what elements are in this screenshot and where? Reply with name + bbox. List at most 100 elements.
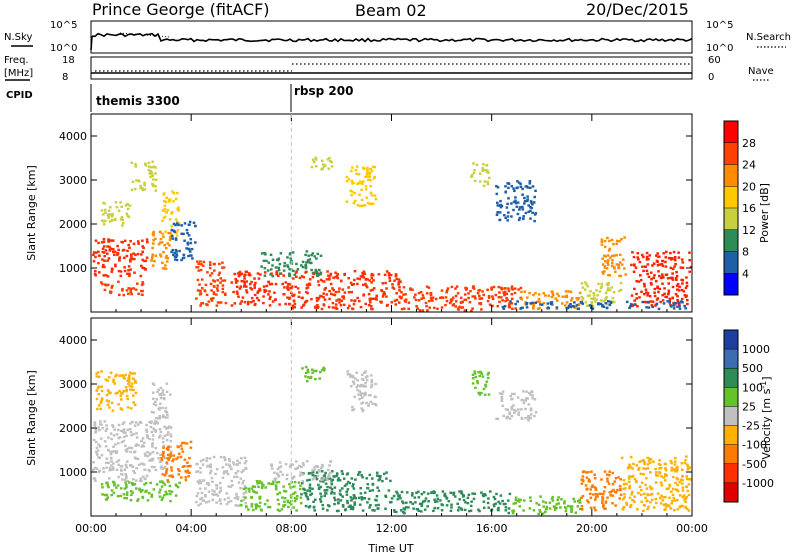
heatmap-cell (642, 473, 645, 476)
heatmap-cell (514, 307, 517, 310)
heatmap-cell (486, 169, 489, 172)
heatmap-cell (624, 482, 628, 486)
heatmap-cell (555, 506, 558, 510)
heatmap-cell (130, 256, 133, 259)
heatmap-cell (685, 276, 688, 279)
heatmap-cell (101, 493, 104, 496)
heatmap-cell (265, 259, 268, 263)
heatmap-cell (117, 442, 120, 445)
heatmap-cell (275, 270, 279, 273)
heatmap-cell (288, 268, 291, 271)
heatmap-cell (353, 278, 356, 282)
heatmap-cell (301, 367, 304, 370)
heatmap-cell (152, 397, 155, 400)
heatmap-cell (225, 463, 228, 466)
heatmap-cell (522, 401, 526, 405)
heatmap-cell (243, 285, 246, 288)
heatmap-cell (147, 165, 151, 168)
heatmap-cell (664, 295, 667, 298)
heatmap-cell (310, 261, 313, 264)
heatmap-cell (249, 286, 252, 290)
heatmap-cell (355, 371, 358, 374)
heatmap-cell (113, 253, 116, 256)
heatmap-cell (500, 396, 504, 399)
heatmap-cell (581, 286, 585, 289)
heatmap-cell (676, 305, 679, 308)
heatmap-cell (140, 253, 143, 256)
heatmap-cell (209, 471, 212, 475)
heatmap-cell (93, 421, 97, 424)
heatmap-cell (637, 466, 641, 470)
heatmap-cell (522, 509, 525, 512)
heatmap-cell (132, 433, 135, 436)
heatmap-cell (504, 185, 507, 188)
heatmap-cell (143, 162, 147, 166)
heatmap-cell (100, 385, 103, 388)
heatmap-cell (681, 261, 685, 264)
heatmap-cell (212, 285, 216, 288)
heatmap-cell (330, 292, 333, 296)
heatmap-cell (215, 287, 219, 290)
heatmap-cell (360, 407, 363, 410)
heatmap-cell (105, 284, 108, 287)
heatmap-cell (668, 484, 672, 488)
heatmap-cell (326, 485, 329, 489)
heatmap-cell (183, 239, 186, 242)
heatmap-cell (306, 489, 309, 492)
heatmap-cell (368, 473, 372, 477)
heatmap-cell (143, 267, 146, 270)
heatmap-cell (632, 255, 636, 259)
heatmap-cell (537, 512, 540, 516)
heatmap-cell (130, 161, 133, 164)
heatmap-cell (539, 495, 542, 498)
heatmap-cell (449, 509, 453, 512)
heatmap-cell (159, 430, 163, 434)
heatmap-cell (154, 185, 157, 188)
heatmap-cell (325, 478, 329, 481)
heatmap-cell (419, 510, 423, 513)
heatmap-cell (470, 174, 474, 178)
heatmap-cell (176, 445, 180, 448)
heatmap-cell (674, 469, 678, 472)
heatmap-cell (400, 291, 403, 294)
heatmap-cell (650, 498, 654, 502)
heatmap-cell (398, 289, 401, 292)
heatmap-cell (130, 446, 134, 450)
heatmap-cell (654, 497, 658, 501)
heatmap-cell (237, 481, 241, 484)
search-tick-top: 10^5 (706, 20, 733, 31)
heatmap-cell (211, 492, 214, 496)
heatmap-cell (256, 291, 259, 294)
heatmap-cell (563, 506, 567, 509)
heatmap-cell (661, 264, 665, 268)
heatmap-cell (320, 477, 324, 480)
heatmap-cell (221, 261, 224, 264)
heatmap-cell (192, 221, 196, 224)
heatmap-cell (235, 290, 239, 293)
heatmap-cell (660, 475, 663, 478)
heatmap-cell (127, 287, 130, 290)
heatmap-cell (421, 294, 425, 297)
heatmap-cell (326, 468, 330, 472)
heatmap-cell (675, 488, 679, 492)
heatmap-cell (679, 266, 683, 269)
heatmap-cell (165, 246, 168, 250)
heatmap-cell (170, 228, 174, 232)
heatmap-cell (332, 293, 335, 296)
heatmap-cell (121, 218, 124, 221)
heatmap-cell (105, 466, 108, 469)
heatmap-cell (354, 478, 357, 481)
heatmap-cell (196, 289, 200, 292)
heatmap-cell (383, 273, 387, 277)
heatmap-cell (534, 292, 537, 295)
heatmap-cell (400, 307, 404, 311)
heatmap-cell (118, 436, 122, 439)
heatmap-cell (185, 228, 189, 232)
heatmap-cell (510, 405, 514, 409)
heatmap-cell (175, 457, 178, 461)
heatmap-cell (529, 209, 532, 213)
heatmap-cell (333, 492, 336, 495)
heatmap-cell (319, 370, 322, 374)
heatmap-cell (317, 296, 321, 300)
heatmap-cell (645, 269, 649, 272)
